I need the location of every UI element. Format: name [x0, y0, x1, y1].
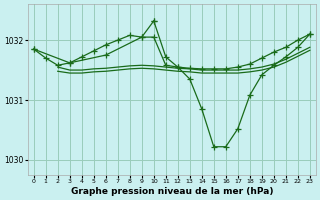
X-axis label: Graphe pression niveau de la mer (hPa): Graphe pression niveau de la mer (hPa): [70, 187, 273, 196]
